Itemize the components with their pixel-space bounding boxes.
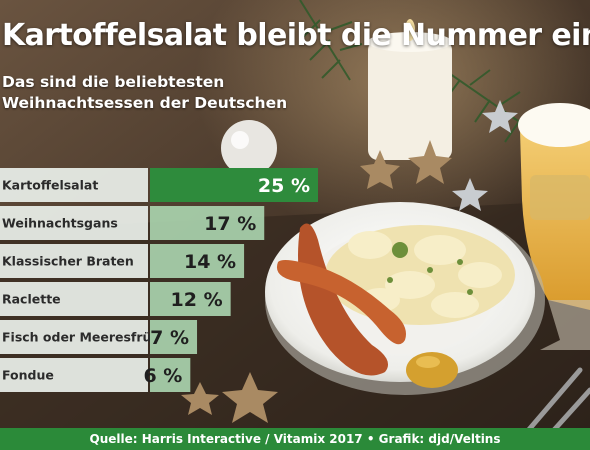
chart-title: Kartoffelsalat bleibt die Nummer eins [2,18,590,53]
bar-value-label: 14 % [184,251,236,273]
bar [150,206,265,240]
bar-value-label: 25 % [258,175,310,197]
ornament-icon [221,120,277,176]
subtitle-line: Weihnachtsessen der Deutschen [2,94,288,112]
category-label-box [0,282,148,316]
sausage-icon [276,223,406,376]
fir-branch-icon [299,0,561,151]
bar [150,168,318,202]
star-decoration-icon [181,100,518,423]
category-label: Fisch oder Meeresfrüchte [2,330,182,345]
mustard-icon [406,352,458,388]
bar [150,282,231,316]
bar-value-label: 6 % [143,365,182,387]
bar [150,320,198,354]
category-label: Raclette [2,292,61,307]
bar-value-label: 17 % [204,213,256,235]
category-label: Fondue [2,368,54,383]
beer-glass-icon [518,103,590,350]
category-label: Kartoffelsalat [2,178,98,193]
category-label-box [0,358,148,392]
bar-value-label: 7 % [150,327,189,349]
candle-icon [368,19,452,160]
footer-bar [0,428,590,450]
source-credit: Quelle: Harris Interactive / Vitamix 201… [89,432,501,446]
bar [150,244,245,278]
category-label-box [0,244,148,278]
category-label-box [0,168,148,202]
category-label: Weihnachtsgans [2,216,118,231]
category-label-box [0,206,148,240]
bar-value-label: 12 % [171,289,223,311]
subtitle-line: Das sind die beliebtesten [2,73,225,91]
category-label-box [0,320,148,354]
bar [150,358,191,392]
category-label: Klassischer Braten [2,254,134,269]
chart-subtitle: Das sind die beliebtesten Weihnachtsesse… [2,72,287,114]
